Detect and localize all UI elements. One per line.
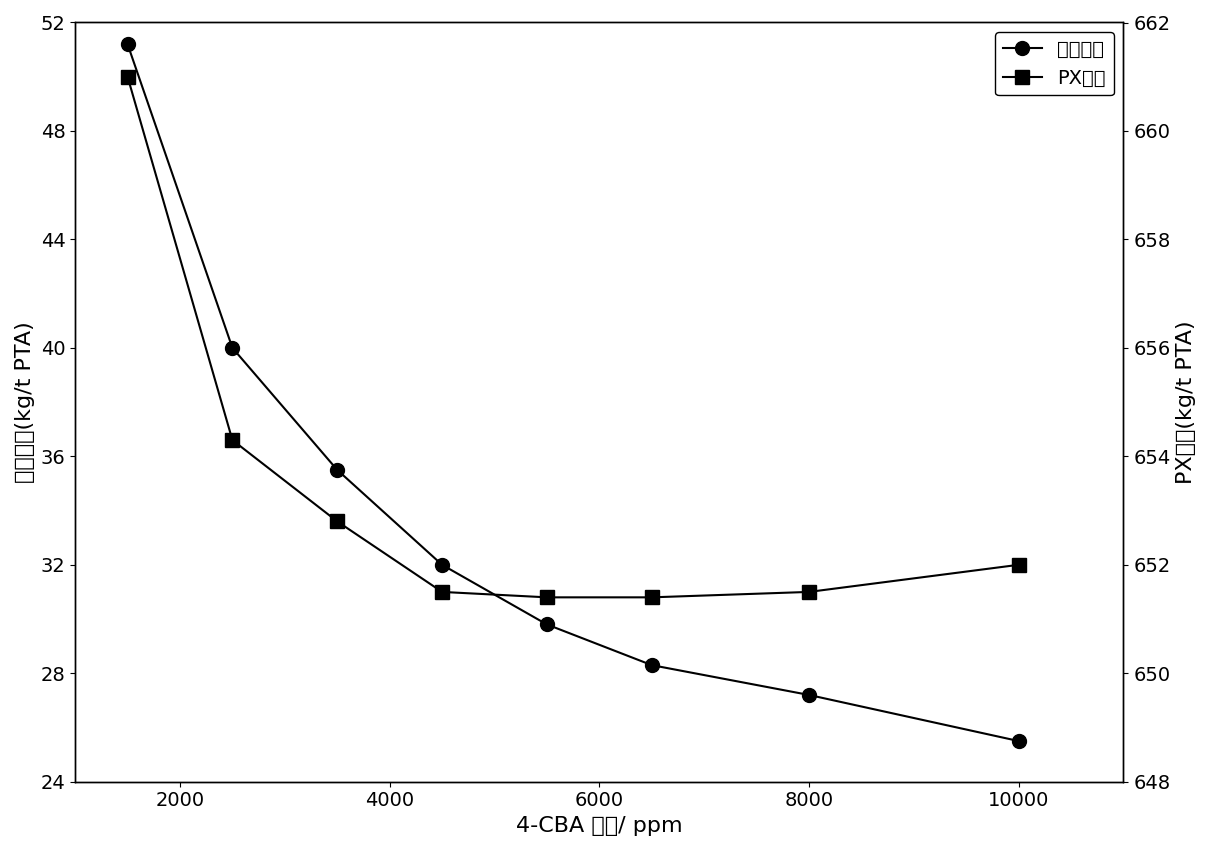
Line: PX消耗: PX消耗 xyxy=(121,70,1026,604)
PX消耗 xyxy=(435,587,449,597)
醛酸消耗 xyxy=(435,560,449,570)
醛酸消耗 xyxy=(225,343,240,353)
PX消耗 xyxy=(540,592,555,603)
PX消耗 xyxy=(329,517,344,527)
PX消耗 xyxy=(802,587,816,597)
醛酸消耗 xyxy=(644,660,659,671)
PX消耗 xyxy=(1011,560,1026,570)
醛酸消耗 xyxy=(540,620,555,630)
PX消耗 xyxy=(225,435,240,445)
醛酸消耗 xyxy=(1011,736,1026,746)
Y-axis label: PX消耗(kg/t PTA): PX消耗(kg/t PTA) xyxy=(1176,320,1196,484)
醛酸消耗 xyxy=(329,465,344,475)
PX消耗 xyxy=(644,592,659,603)
Legend: 醛酸消耗, PX消耗: 醛酸消耗, PX消耗 xyxy=(995,32,1114,95)
X-axis label: 4-CBA 浓度/ ppm: 4-CBA 浓度/ ppm xyxy=(516,816,683,836)
醛酸消耗 xyxy=(120,39,134,49)
PX消耗 xyxy=(120,71,134,82)
Line: 醛酸消耗: 醛酸消耗 xyxy=(121,37,1026,748)
醛酸消耗 xyxy=(802,690,816,700)
Y-axis label: 醛酸消耗(kg/t PTA): 醛酸消耗(kg/t PTA) xyxy=(15,321,35,483)
